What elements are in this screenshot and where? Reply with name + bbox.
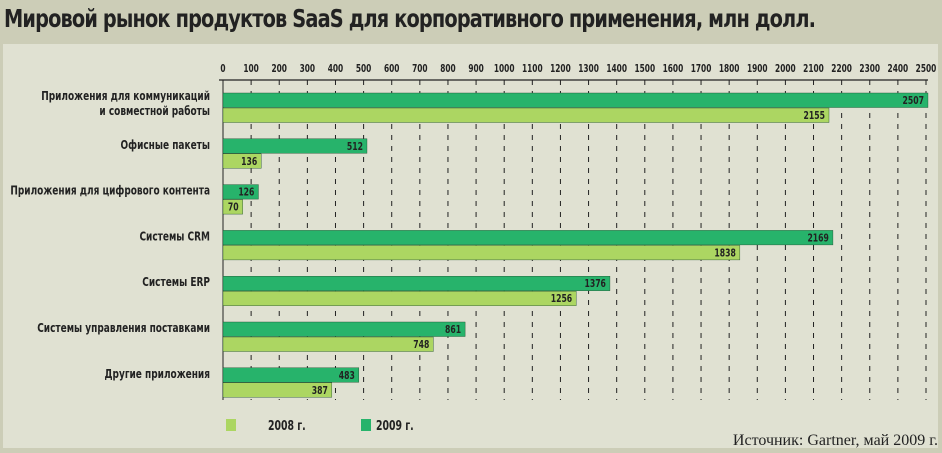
legend-label: 2009 г. [376, 418, 414, 433]
bar-2009 [222, 321, 466, 337]
tick-label: 100 [243, 63, 258, 75]
tick-label: 1600 [663, 63, 684, 75]
data-label: 1838 [714, 247, 735, 259]
data-label: 70 [228, 202, 239, 214]
tick-label: 1000 [494, 63, 515, 75]
category-label: Системы управления поставками [37, 321, 210, 335]
bar-2008 [222, 199, 243, 215]
tick-label: 2500 [916, 63, 937, 75]
category-label: Приложения для цифрового контента [10, 184, 210, 198]
tick-label: 2100 [803, 63, 824, 75]
bar-2009 [222, 138, 368, 154]
data-label: 2155 [804, 110, 825, 122]
bar-2009 [222, 230, 834, 246]
tick-label: 300 [300, 63, 315, 75]
bar-2008 [222, 291, 577, 306]
tick-label: 2400 [888, 63, 909, 75]
data-label: 2507 [902, 95, 923, 107]
bar-2008 [222, 153, 262, 169]
legend-label: 2008 г. [268, 418, 306, 433]
category-label: Другие приложения [105, 367, 210, 381]
data-label: 1376 [584, 278, 605, 290]
tick-label: 2000 [775, 63, 796, 75]
tick-label: 1900 [747, 63, 768, 75]
tick-label: 2200 [831, 63, 852, 75]
bar-2008 [222, 107, 830, 123]
bar-2009 [222, 367, 360, 383]
tick-label: 1300 [578, 63, 599, 75]
tick-label: 1100 [522, 63, 543, 75]
data-label: 861 [445, 324, 461, 336]
tick-label: 1800 [719, 63, 740, 75]
tick-label: 700 [412, 63, 427, 75]
data-label: 748 [413, 339, 429, 351]
category-label: и совместной работы [99, 104, 210, 118]
bar-2009 [222, 92, 929, 108]
tick-label: 1500 [634, 63, 655, 75]
source-note: Источник: Gartner, май 2009 г. [732, 432, 938, 449]
bar-2008 [222, 336, 434, 352]
legend-swatch [226, 419, 236, 431]
category-label: Офисные пакеты [121, 138, 210, 152]
chart-title: Мировой рынок продуктов SaaS для корпора… [4, 4, 816, 33]
tick-label: 600 [384, 63, 399, 75]
bar-2008 [222, 245, 741, 261]
data-label: 136 [241, 156, 257, 168]
data-label: 512 [347, 141, 363, 153]
data-label: 2169 [807, 232, 828, 244]
tick-label: 200 [271, 63, 286, 75]
bar-2009 [222, 184, 259, 200]
tick-label: 400 [328, 63, 343, 75]
bar-2009 [222, 276, 611, 291]
category-label: Приложения для коммуникаций [41, 89, 210, 103]
tick-label: 1400 [606, 63, 627, 75]
data-label: 483 [339, 370, 355, 382]
tick-label: 1700 [691, 63, 712, 75]
data-label: 387 [312, 385, 328, 397]
category-label: Системы ERP [142, 275, 210, 289]
tick-label: 2300 [859, 63, 880, 75]
legend-swatch [361, 419, 371, 431]
bar-2008 [222, 382, 333, 398]
data-label: 1256 [551, 293, 572, 305]
tick-label: 800 [440, 63, 455, 75]
category-label: Системы CRM [139, 229, 210, 243]
data-label: 126 [238, 187, 254, 199]
tick-label: 1200 [550, 63, 571, 75]
tick-label: 0 [220, 63, 225, 75]
tick-label: 900 [468, 63, 483, 75]
tick-label: 500 [356, 63, 371, 75]
